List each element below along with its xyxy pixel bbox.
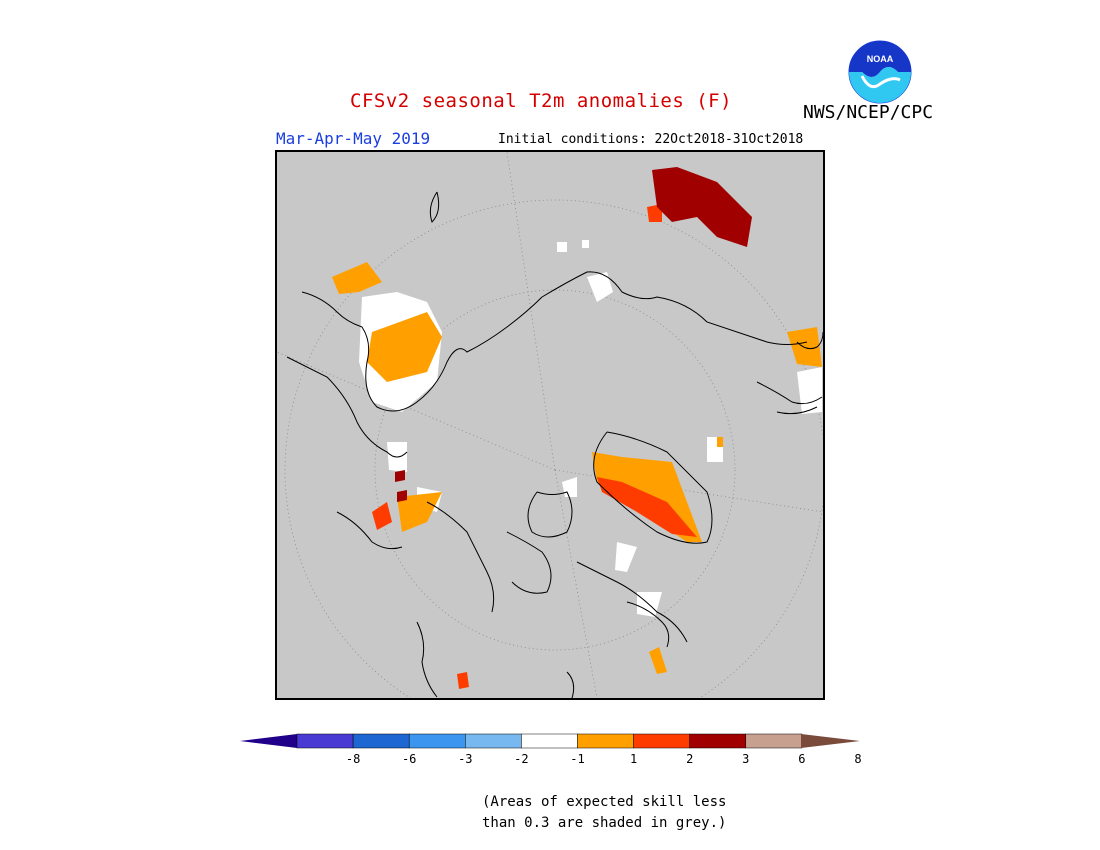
colorbar-swatch [689, 733, 747, 749]
colorbar-swatch [745, 733, 803, 749]
colorbar-tick-label: -6 [401, 752, 417, 766]
agency-label: NWS/NCEP/CPC [803, 102, 934, 123]
colorbar-swatch [465, 733, 522, 749]
colorbar-tick-label: 6 [798, 752, 806, 766]
skill-note-line1: (Areas of expected skill less [482, 794, 727, 810]
page-title: CFSv2 seasonal T2m anomalies (F) [350, 90, 733, 112]
colorbar-swatch [633, 733, 690, 749]
near-normal-patches [359, 240, 822, 617]
skill-note: (Areas of expected skill less than 0.3 a… [482, 792, 726, 834]
colorbar-tick-label: 3 [742, 752, 750, 766]
anomaly-3-to-6 [395, 167, 752, 502]
colorbar-tick-label: -3 [458, 752, 473, 766]
colorbar-swatch [577, 733, 634, 749]
colorbar-tick-label: 8 [854, 752, 862, 766]
graticule [277, 152, 823, 698]
polar-map [277, 152, 823, 698]
anomaly-2-to-3 [372, 204, 697, 689]
colorbar-swatch [408, 733, 466, 749]
initial-conditions-label: Initial conditions: 22Oct2018-31Oct2018 [498, 132, 804, 147]
coastlines [286, 191, 823, 698]
skill-note-line2: than 0.3 are shaded in grey.) [482, 815, 727, 831]
colorbar-tick-label: -8 [345, 752, 361, 766]
colorbar-max-arrow [801, 734, 860, 748]
colorbar-min-arrow [240, 734, 297, 748]
colorbar [240, 733, 860, 749]
noaa-logo: NOAA [848, 40, 912, 104]
colorbar-swatch [521, 733, 578, 749]
colorbar-swatch [352, 733, 410, 749]
colorbar-tick-label: -1 [570, 752, 585, 766]
logo-text: NOAA [867, 54, 894, 64]
colorbar-tick-label: 2 [686, 752, 694, 766]
colorbar-swatch [296, 733, 354, 749]
colorbar-tick-label: 1 [629, 752, 638, 766]
map-panel [275, 150, 825, 700]
colorbar-tick-label: -2 [514, 752, 529, 766]
season-label: Mar-Apr-May 2019 [276, 129, 431, 148]
